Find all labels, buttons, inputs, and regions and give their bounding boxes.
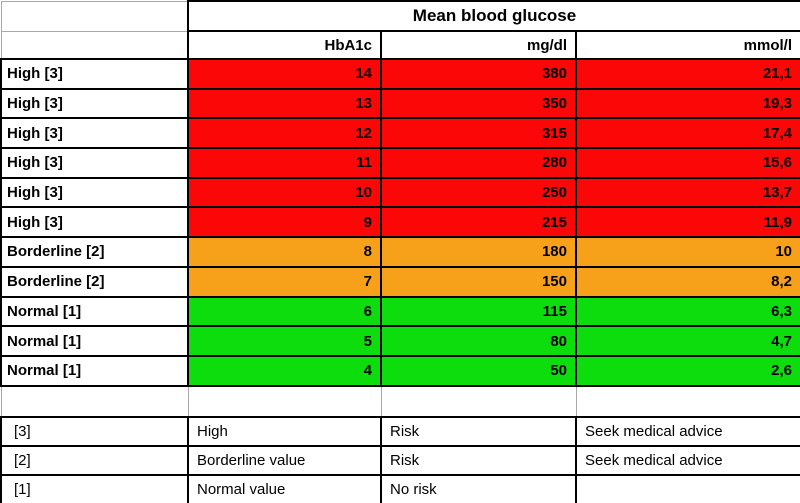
table-row: HbA1c mg/dl mmol/l — [0, 30, 800, 60]
mgdl-value: 380 — [380, 58, 577, 90]
table-row: Normal [1] 5 80 4,7 — [0, 325, 800, 357]
table-row: High [3] 12 315 17,4 — [0, 117, 800, 150]
legend-name: Borderline value — [187, 444, 382, 476]
legend-risk: Risk — [380, 415, 577, 447]
table-row: Borderline [2] 8 180 10 — [0, 236, 800, 268]
mmoll-value: 4,7 — [574, 325, 800, 357]
legend-risk: Risk — [380, 444, 577, 476]
legend-row: [1] Normal value No risk — [0, 473, 800, 503]
column-header-mmoll: mmol/l — [574, 30, 800, 60]
row-label: High [3] — [0, 117, 189, 150]
legend-name: High — [187, 415, 382, 447]
legend-risk: No risk — [380, 473, 577, 503]
hba1c-value: 8 — [187, 236, 382, 268]
mmoll-value: 8,2 — [574, 265, 800, 298]
mmoll-value: 19,3 — [574, 87, 800, 120]
legend-key: [1] — [0, 473, 189, 503]
mgdl-value: 80 — [380, 325, 577, 357]
spacer-row — [0, 385, 800, 418]
row-label: High [3] — [0, 58, 189, 90]
table-row: Mean blood glucose — [0, 0, 800, 32]
row-label: Borderline [2] — [0, 236, 189, 268]
legend-advice: Seek medical advice — [574, 415, 800, 447]
hba1c-value: 7 — [187, 265, 382, 298]
legend-advice — [574, 473, 800, 503]
mgdl-value: 50 — [380, 354, 577, 387]
empty-corner-cell — [0, 30, 189, 60]
mgdl-value: 315 — [380, 117, 577, 150]
row-label: Normal [1] — [0, 354, 189, 387]
hba1c-value: 4 — [187, 354, 382, 387]
mmoll-value: 2,6 — [574, 354, 800, 387]
table-row: High [3] 11 280 15,6 — [0, 147, 800, 179]
mmoll-value: 21,1 — [574, 58, 800, 90]
hba1c-value: 11 — [187, 147, 382, 179]
column-header-mgdl: mg/dl — [380, 30, 577, 60]
table-row: High [3] 10 250 13,7 — [0, 176, 800, 209]
legend-advice: Seek medical advice — [574, 444, 800, 476]
legend-row: [2] Borderline value Risk Seek medical a… — [0, 444, 800, 476]
mmoll-value: 15,6 — [574, 147, 800, 179]
mgdl-value: 115 — [380, 295, 577, 328]
mgdl-value: 250 — [380, 176, 577, 209]
table-title: Mean blood glucose — [186, 0, 800, 32]
legend-name: Normal value — [187, 473, 382, 503]
hba1c-value: 6 — [187, 295, 382, 328]
hba1c-value: 10 — [187, 176, 382, 209]
mgdl-value: 350 — [380, 87, 577, 120]
hba1c-value: 12 — [187, 117, 382, 150]
legend-row: [3] High Risk Seek medical advice — [0, 415, 800, 447]
empty-cell — [187, 385, 382, 418]
row-label: High [3] — [0, 206, 189, 239]
mmoll-value: 11,9 — [574, 206, 800, 239]
row-label: High [3] — [0, 147, 189, 179]
row-label: Normal [1] — [0, 325, 189, 357]
empty-corner-cell — [0, 0, 189, 32]
column-header-hba1c: HbA1c — [187, 30, 382, 60]
mgdl-value: 180 — [380, 236, 577, 268]
table-row: High [3] 9 215 11,9 — [0, 206, 800, 239]
table-row: Normal [1] 6 115 6,3 — [0, 295, 800, 328]
hba1c-value: 5 — [187, 325, 382, 357]
table-row: High [3] 13 350 19,3 — [0, 87, 800, 120]
mgdl-value: 150 — [380, 265, 577, 298]
table-row: Normal [1] 4 50 2,6 — [0, 354, 800, 387]
mmoll-value: 17,4 — [574, 117, 800, 150]
mmoll-value: 10 — [574, 236, 800, 268]
hba1c-value: 14 — [187, 58, 382, 90]
row-label: Borderline [2] — [0, 265, 189, 298]
mmoll-value: 13,7 — [574, 176, 800, 209]
mgdl-value: 215 — [380, 206, 577, 239]
table-row: High [3] 14 380 21,1 — [0, 58, 800, 90]
row-label: High [3] — [0, 176, 189, 209]
legend-key: [3] — [0, 415, 189, 447]
legend-key: [2] — [0, 444, 189, 476]
empty-cell — [380, 385, 577, 418]
table-row: Borderline [2] 7 150 8,2 — [0, 265, 800, 298]
row-label: High [3] — [0, 87, 189, 120]
empty-cell — [575, 385, 800, 418]
mmoll-value: 6,3 — [574, 295, 800, 328]
empty-cell — [0, 385, 189, 418]
row-label: Normal [1] — [0, 295, 189, 328]
hba1c-value: 13 — [187, 87, 382, 120]
hba1c-value: 9 — [187, 206, 382, 239]
mgdl-value: 280 — [380, 147, 577, 179]
